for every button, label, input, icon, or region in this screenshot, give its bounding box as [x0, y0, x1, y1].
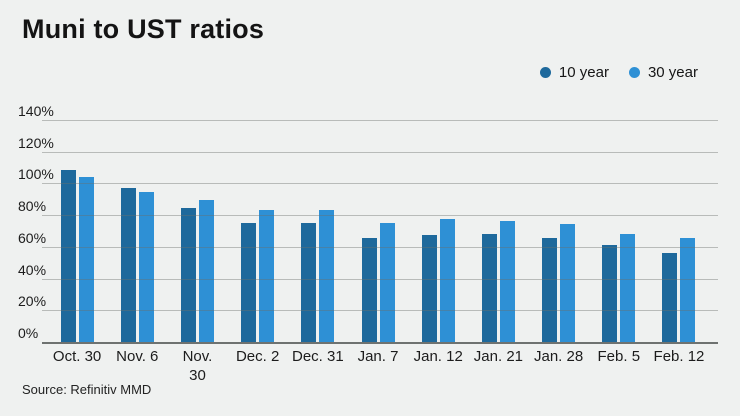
bar-group-jan-12	[408, 121, 468, 343]
legend-dot-30-year-icon	[628, 67, 640, 78]
bar-30-year	[259, 209, 275, 343]
y-tick-label-40: 40%	[18, 261, 47, 278]
y-tick-label-120: 120%	[18, 134, 54, 151]
bar-group-nov-6	[107, 121, 167, 343]
bar-10-year	[361, 238, 377, 343]
legend-item-30-year: 30 year	[628, 64, 698, 81]
bar-10-year	[602, 244, 618, 343]
bar-10-year	[60, 170, 76, 343]
bar-10-year	[180, 208, 196, 343]
bar-30-year	[439, 219, 455, 343]
bar-group-jan-21	[468, 121, 528, 343]
legend: 10 year 30 year	[539, 64, 698, 81]
bar-group-feb-12	[649, 121, 709, 343]
bar-30-year	[560, 224, 576, 343]
bar-10-year	[241, 222, 257, 343]
x-tick-label-nov-30: Nov. 30	[182, 348, 213, 384]
bar-10-year	[481, 233, 497, 343]
y-tick-label-140: 140%	[18, 103, 54, 119]
bar-group-dec-31	[288, 121, 348, 343]
x-axis-labels: Oct. 30 Nov. 6 Nov. 30 Dec. 2 Dec. 31 Jan. 7 J…	[47, 347, 709, 385]
bar-group-jan-7	[348, 121, 408, 343]
bar-30-year	[78, 176, 94, 343]
legend-label-30-year: 30 year	[647, 64, 698, 81]
x-tick-label-jan-7: Jan. 7	[357, 348, 399, 365]
chart-title: Muni to UST ratios	[22, 14, 265, 44]
y-tick-label-20: 20%	[18, 293, 47, 310]
bar-group-oct-30	[47, 121, 107, 343]
x-tick-label-jan-28: Jan. 28	[533, 348, 584, 365]
x-tick-label-jan-12: Jan. 12	[413, 348, 463, 365]
legend-item-10-year: 10 year	[539, 64, 609, 81]
x-tick-label-feb-5: Feb. 5	[597, 348, 641, 365]
x-tick-label-jan-21: Jan. 21	[473, 348, 524, 365]
y-tick-label-80: 80%	[18, 198, 47, 215]
bar-10-year	[120, 187, 136, 343]
bar-10-year	[542, 238, 558, 343]
source-note: Source: Refinitiv MMD	[22, 382, 152, 397]
legend-dot-10-year-icon	[539, 67, 551, 78]
bar-group-nov-30	[167, 121, 227, 343]
x-tick-label-feb-12: Feb. 12	[653, 348, 705, 365]
x-tick-label-oct-30: Oct. 30	[52, 348, 102, 365]
bar-group-feb-5	[589, 121, 649, 343]
bar-30-year	[620, 233, 636, 343]
bar-30-year	[379, 222, 395, 343]
legend-label-10-year: 10 year	[558, 64, 609, 81]
bar-30-year	[198, 200, 214, 343]
x-tick-label-nov-6: Nov. 6	[116, 348, 159, 365]
bar-10-year	[421, 235, 437, 343]
bar-10-year	[662, 252, 678, 343]
plot-area	[47, 121, 709, 343]
bar-30-year	[138, 192, 154, 343]
bar-group-jan-28	[529, 121, 589, 343]
bar-30-year	[319, 209, 335, 343]
bar-group-dec-2	[228, 121, 288, 343]
y-tick-label-0: 0%	[18, 325, 39, 341]
y-tick-label-60: 60%	[18, 229, 47, 246]
bar-30-year	[499, 220, 515, 343]
bar-10-year	[301, 222, 317, 343]
x-tick-label-dec-2: Dec. 2	[235, 348, 280, 365]
bar-30-year	[680, 238, 696, 343]
y-tick-label-100: 100%	[18, 166, 54, 183]
x-tick-label-dec-31: Dec. 31	[291, 348, 344, 365]
